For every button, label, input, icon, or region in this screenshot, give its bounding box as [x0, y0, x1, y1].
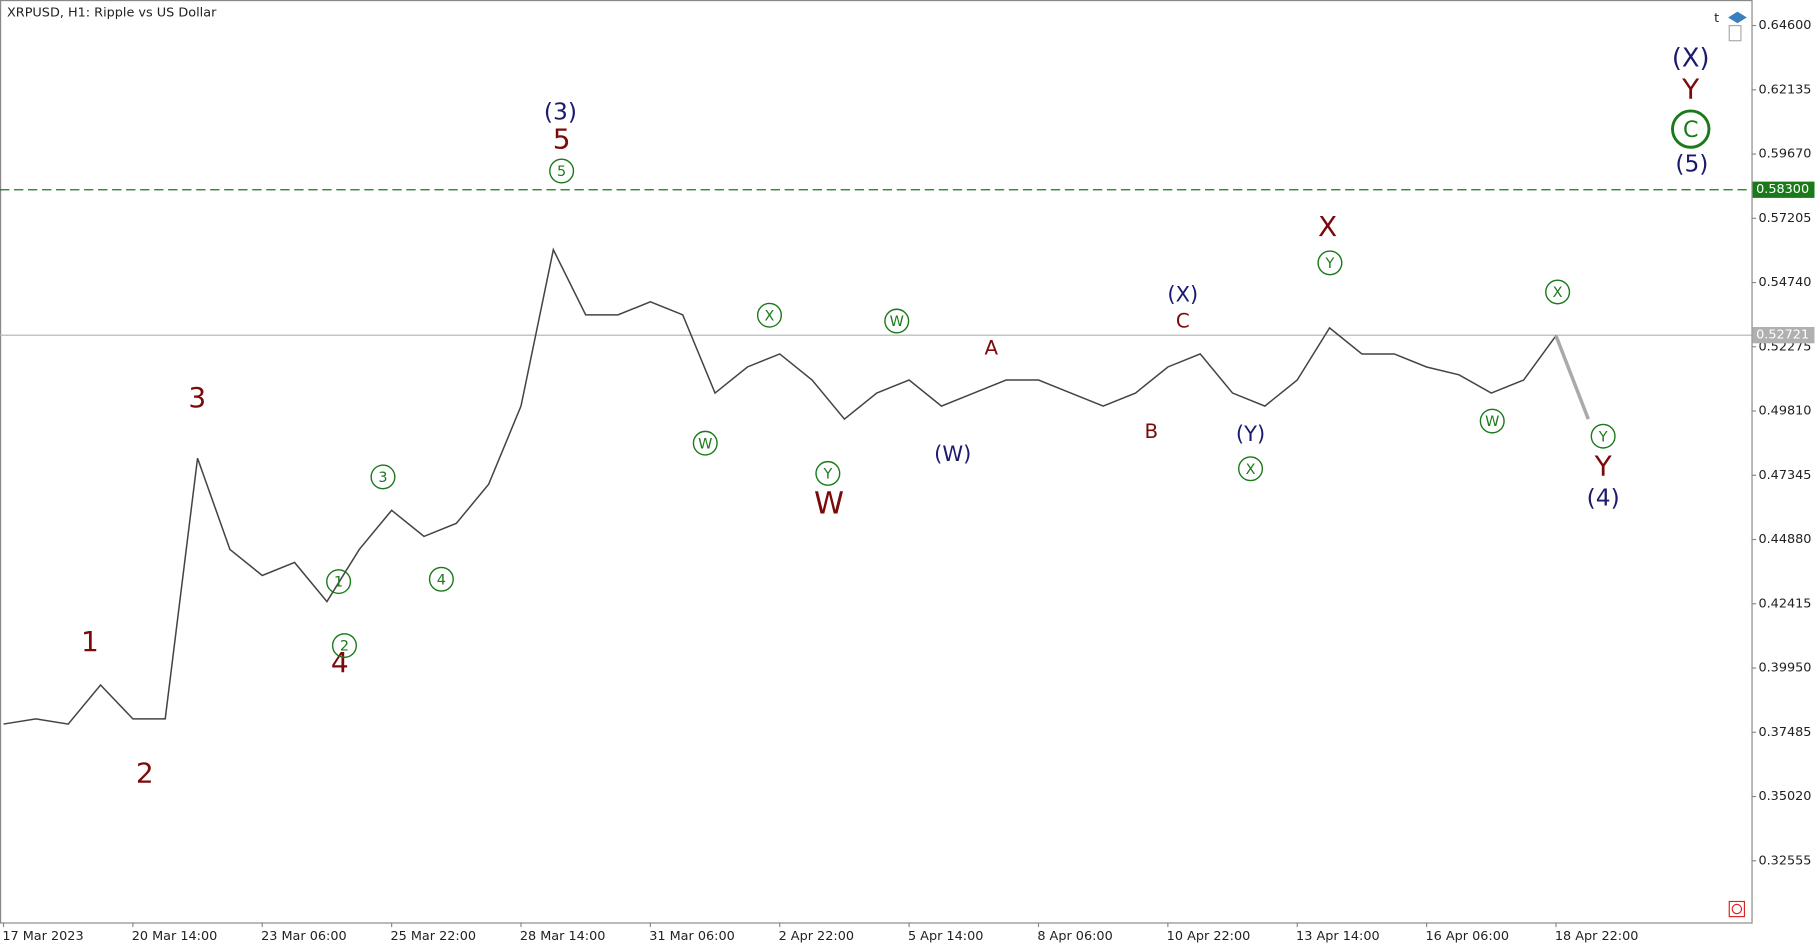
y-tick-label: 0.44880 [1758, 532, 1811, 547]
icon-t[interactable]: t [1714, 11, 1719, 26]
x-tick-label: 31 Mar 06:00 [649, 929, 735, 944]
wave-label: 4 [331, 646, 349, 679]
y-tick-label: 0.35020 [1758, 789, 1811, 804]
wave-label: C [1683, 117, 1698, 143]
wave-label: W [698, 436, 712, 452]
wave-label: (W) [934, 442, 971, 466]
wave-label: Y [1325, 256, 1335, 272]
close-icon-mark[interactable] [1731, 903, 1743, 915]
x-tick-label: 8 Apr 06:00 [1037, 929, 1112, 944]
level-label: 0.58300 [1756, 182, 1809, 197]
wave-label: 1 [334, 575, 343, 591]
wave-label: (3) [544, 98, 577, 125]
wave-circle [884, 308, 910, 334]
wave-label: (X) [1167, 282, 1198, 306]
wave-circle [1545, 279, 1571, 305]
wave-circle [815, 460, 841, 486]
y-tick-label: 0.54740 [1758, 275, 1811, 290]
wave-label: Y [1594, 450, 1613, 483]
x-tick-label: 28 Mar 14:00 [520, 929, 606, 944]
level-label-box [1752, 327, 1815, 344]
x-tick-label: 23 Mar 06:00 [261, 929, 347, 944]
close-icon[interactable] [1728, 900, 1746, 918]
y-tick-label: 0.42415 [1758, 596, 1811, 611]
x-tick-label: 20 Mar 14:00 [132, 929, 218, 944]
wave-circle [331, 633, 357, 659]
x-tick-label: 16 Apr 06:00 [1425, 929, 1509, 944]
toolbar-icons[interactable]: t [1714, 11, 1747, 42]
y-tick-label: 0.57205 [1758, 211, 1811, 226]
wave-circle [692, 430, 718, 456]
wave-label: A [985, 336, 999, 359]
wave-circle [370, 464, 396, 490]
wave-label: C [1176, 310, 1190, 333]
icon-cap[interactable] [1728, 11, 1747, 24]
wave-circle [1479, 408, 1505, 434]
wave-label: W [1485, 414, 1499, 430]
wave-circle [756, 302, 783, 328]
wave-label: Y [822, 467, 832, 483]
level-label-box [1752, 181, 1815, 198]
y-tick-label: 0.47345 [1758, 468, 1811, 483]
wave-label: 3 [378, 470, 387, 486]
wave-label: Y [1598, 429, 1608, 445]
wave-label: Y [1681, 73, 1700, 106]
wave-label: W [814, 486, 844, 521]
x-tick-label: 13 Apr 14:00 [1296, 929, 1380, 944]
wave-circle [1671, 109, 1711, 149]
wave-label: 1 [81, 625, 99, 658]
wave-label: 2 [340, 639, 349, 655]
wave-label: (X) [1672, 43, 1710, 73]
y-tick-label: 0.39950 [1758, 661, 1811, 676]
y-tick-label: 0.49810 [1758, 404, 1811, 419]
wave-label: X [1246, 462, 1256, 478]
wave-label: 5 [553, 123, 571, 156]
wave-label: (Y) [1236, 422, 1265, 446]
wave-label: 3 [188, 381, 206, 414]
wave-circle [549, 158, 575, 184]
wave-circle [428, 566, 454, 592]
x-tick-label: 2 Apr 22:00 [779, 929, 854, 944]
level-label: 0.52721 [1756, 328, 1809, 343]
wave-label: 5 [557, 164, 566, 180]
wave-label: 4 [437, 572, 446, 588]
x-tick-label: 17 Mar 2023 [2, 929, 83, 944]
wave-circle [1317, 250, 1343, 276]
chart-title: XRPUSD, H1: Ripple vs US Dollar [7, 5, 217, 20]
wave-label: W [890, 314, 904, 330]
y-tick-label: 0.37485 [1758, 725, 1811, 740]
wave-label: 2 [136, 757, 154, 790]
plot-frame [0, 0, 1753, 924]
y-tick-label: 0.64600 [1758, 18, 1811, 33]
price-line [3, 247, 1557, 725]
x-tick-label: 25 Mar 22:00 [390, 929, 476, 944]
x-tick-label: 18 Apr 22:00 [1555, 929, 1639, 944]
wave-label: X [1318, 210, 1337, 243]
x-tick-label: 10 Apr 22:00 [1167, 929, 1251, 944]
x-tick-label: 5 Apr 14:00 [908, 929, 983, 944]
wave-label: X [1553, 285, 1563, 301]
wave-circle [326, 569, 352, 595]
y-tick-label: 0.32555 [1758, 853, 1811, 868]
wave-label: (5) [1675, 151, 1708, 178]
y-tick-label: 0.62135 [1758, 82, 1811, 97]
icon-doc[interactable] [1728, 25, 1742, 42]
wave-circle [1237, 456, 1264, 482]
wave-label: X [765, 308, 775, 324]
wave-label: (4) [1587, 485, 1620, 512]
wave-circle [1590, 423, 1616, 449]
wave-label: B [1144, 420, 1158, 443]
y-tick-label: 0.59670 [1758, 147, 1811, 162]
